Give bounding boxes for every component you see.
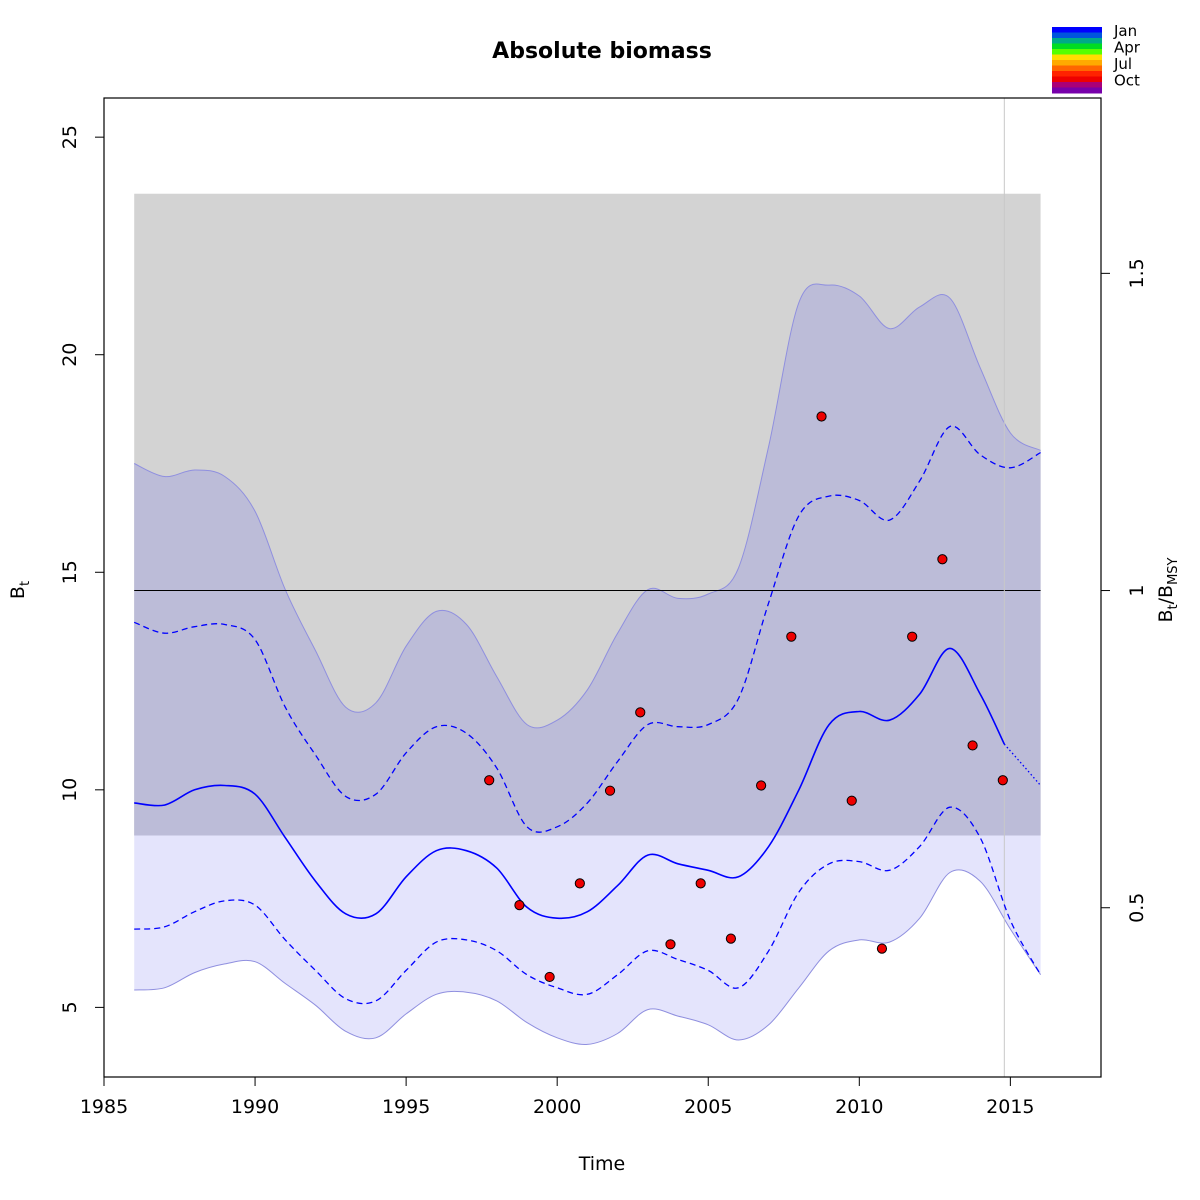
ci-outer-fill-upper xyxy=(134,283,1041,836)
legend-label: Apr xyxy=(1114,39,1141,57)
observation-point xyxy=(756,780,767,791)
observation-point xyxy=(665,939,676,950)
x-tick-label: 1995 xyxy=(382,1096,430,1118)
observation-point xyxy=(635,707,646,718)
observation-points xyxy=(484,411,1008,983)
x-tick-label: 2010 xyxy=(835,1096,883,1118)
legend-swatch xyxy=(1052,76,1102,83)
observation-point xyxy=(695,878,706,889)
legend-label: Oct xyxy=(1114,72,1140,90)
x-axis: 1985 1990 1995 2000 2005 2010 2015 xyxy=(80,1076,1035,1118)
series-line-0 xyxy=(134,647,1006,920)
legend-swatch xyxy=(1052,27,1102,33)
observation-point xyxy=(786,631,797,642)
observation-point xyxy=(816,411,827,422)
observation-point xyxy=(725,933,737,944)
y2-tick-label: 0.5 xyxy=(1126,893,1148,923)
y2-tick-label: 1.5 xyxy=(1126,258,1148,288)
y-tick-label: 5 xyxy=(59,1001,81,1013)
observation-point xyxy=(514,900,525,911)
observation-point xyxy=(846,795,857,806)
legend-swatch xyxy=(1052,82,1102,88)
series-line-3 xyxy=(134,806,1042,1005)
y2-label-mid: /B xyxy=(1155,585,1177,604)
ci-outer-lower-edge xyxy=(134,869,1042,1045)
legend-label: Jan xyxy=(1113,22,1137,40)
observation-point xyxy=(907,631,918,642)
legend-swatch xyxy=(1052,87,1102,94)
legend-label: Jul xyxy=(1113,55,1132,73)
observation-point xyxy=(997,775,1008,786)
x-tick-label: 2005 xyxy=(684,1096,732,1118)
legend-swatch xyxy=(1052,54,1102,61)
y-axis-label-sub: t xyxy=(18,581,33,586)
observation-point xyxy=(544,971,555,983)
y-tick-label: 10 xyxy=(59,778,81,802)
legend-swatch xyxy=(1052,65,1102,72)
y-axis-label: Bt xyxy=(7,581,33,599)
observation-point xyxy=(876,943,888,954)
legend-swatch xyxy=(1052,38,1102,44)
x-tick-label: 2000 xyxy=(533,1096,581,1118)
x-tick-label: 1985 xyxy=(80,1096,128,1118)
y2-label-sub2: MSY xyxy=(1166,557,1181,584)
series-lines xyxy=(133,425,1042,1005)
y-tick-label: 20 xyxy=(59,343,81,367)
y2-axis-label: Bt/BMSY xyxy=(1155,557,1181,622)
observation-point xyxy=(484,775,495,786)
y2-label-sub1: t xyxy=(1166,604,1181,609)
y2-label-main: B xyxy=(1155,609,1177,622)
observation-point xyxy=(574,878,585,889)
y2-tick-label: 1 xyxy=(1126,584,1148,596)
y-axis-left: 5 10 15 20 25 xyxy=(59,125,105,1013)
observation-point xyxy=(937,554,948,565)
x-axis-label: Time xyxy=(578,1153,626,1175)
legend-swatch xyxy=(1052,32,1102,39)
plot-area xyxy=(133,98,1042,1077)
series-line-1 xyxy=(1003,743,1042,786)
legend-swatch xyxy=(1052,71,1102,77)
ci-outer-fill-lower xyxy=(134,835,1041,1045)
observation-point xyxy=(604,785,616,796)
observation-point xyxy=(967,740,978,751)
y-tick-label: 15 xyxy=(59,560,81,584)
y-axis-right: 0.5 1 1.5 xyxy=(1100,258,1148,923)
legend-swatch xyxy=(1052,49,1102,55)
x-tick-label: 2015 xyxy=(986,1096,1034,1118)
chart-title: Absolute biomass xyxy=(492,39,712,64)
legend-swatch xyxy=(1052,43,1102,50)
series-line-2 xyxy=(133,425,1041,833)
ci-outer-upper-edge xyxy=(133,283,1041,729)
y-axis-label-main: B xyxy=(7,586,29,599)
x-tick-label: 1990 xyxy=(231,1096,279,1118)
y-tick-label: 25 xyxy=(59,125,81,149)
legend-swatch xyxy=(1052,60,1102,66)
